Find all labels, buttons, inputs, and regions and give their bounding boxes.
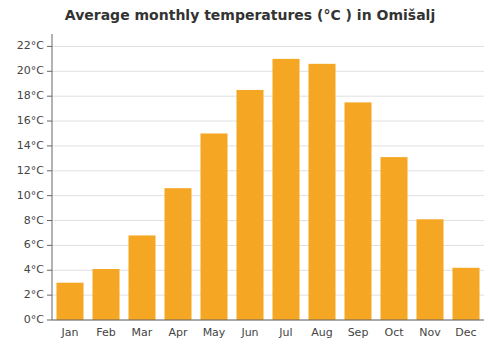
tick-mark (47, 46, 52, 47)
bar (345, 102, 372, 320)
y-axis: 0°C 2°C 4°C 6°C 8°C 10°C 12°C 14°C 16°C 18°C 20°C 2… (17, 39, 484, 326)
bar (165, 188, 192, 320)
title: Average monthly temperatures (°C ) in Om… (65, 7, 435, 23)
bar (273, 59, 300, 320)
grid-line (52, 145, 484, 146)
tick-label: Mar (132, 326, 153, 339)
bar (381, 157, 408, 320)
tick-mark (47, 270, 52, 271)
bar (309, 64, 336, 320)
tick-label: 4°C (24, 263, 44, 276)
bar (129, 235, 156, 320)
grid-line (52, 121, 484, 122)
grid-line (52, 71, 484, 72)
tick-mark (47, 170, 52, 171)
bar (417, 219, 444, 320)
bar (453, 268, 480, 320)
tick-label: Apr (168, 326, 188, 339)
tick-label: Jun (240, 326, 258, 339)
tick-label: Aug (311, 326, 332, 339)
bar (201, 133, 228, 320)
y-axis-line (52, 34, 53, 320)
tick-label: 2°C (24, 288, 44, 301)
grid-line (52, 96, 484, 97)
grid-line (52, 46, 484, 47)
tick-label: 22°C (17, 39, 44, 52)
chart: 0°C 2°C 4°C 6°C 8°C 10°C 12°C 14°C 16°C 18°C 20°C 2… (0, 0, 500, 350)
tick-label: 0°C (24, 313, 44, 326)
tick-label: May (203, 326, 226, 339)
tick-mark (47, 245, 52, 246)
tick-label: Feb (96, 326, 115, 339)
tick-label: Sep (348, 326, 369, 339)
background (0, 0, 500, 350)
bar (57, 283, 84, 320)
tick-mark (47, 145, 52, 146)
tick-label: 10°C (17, 189, 44, 202)
tick-label: 18°C (17, 89, 44, 102)
tick-mark (47, 121, 52, 122)
tick-label: Oct (384, 326, 404, 339)
tick-mark (47, 96, 52, 97)
tick-label: 16°C (17, 114, 44, 127)
tick-mark (47, 195, 52, 196)
tick-label: 20°C (17, 64, 44, 77)
tick-mark (47, 71, 52, 72)
bar (93, 269, 120, 320)
tick-label: 6°C (24, 238, 44, 251)
tick-label: Nov (419, 326, 441, 339)
tick-label: 8°C (24, 214, 44, 227)
tick-mark (47, 320, 52, 321)
tick-mark (47, 295, 52, 296)
grid-line (52, 195, 484, 196)
bar (237, 90, 264, 320)
tick-label: 14°C (17, 139, 44, 152)
page: {"chart_data": {"type": "bar", "title": … (0, 0, 500, 350)
grid-line (52, 170, 484, 171)
tick-label: 12°C (17, 164, 44, 177)
tick-mark (47, 220, 52, 221)
tick-label: Jul (278, 326, 292, 339)
grid-line (52, 320, 484, 321)
x-axis: Jan Feb Mar Apr May Jun Jul Aug Sep Oct Nov Dec (61, 326, 477, 339)
tick-label: Dec (455, 326, 476, 339)
x-axis-line (52, 320, 484, 321)
tick-label: Jan (61, 326, 79, 339)
